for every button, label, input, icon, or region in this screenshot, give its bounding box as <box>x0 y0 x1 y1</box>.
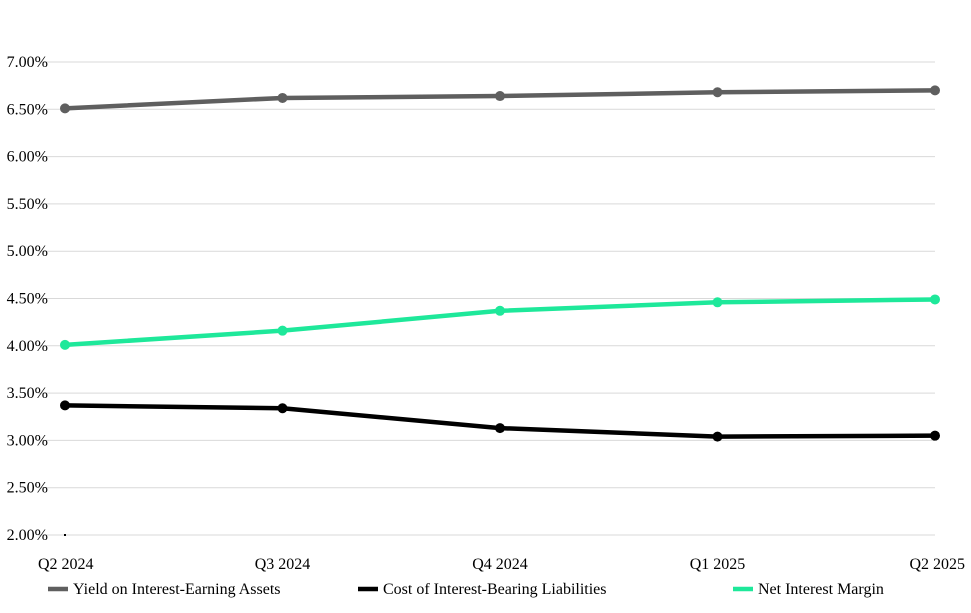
data-point <box>495 423 505 434</box>
data-point <box>712 87 723 98</box>
data-point <box>277 325 288 336</box>
x-tick-label: Q4 2024 <box>472 556 528 573</box>
x-tick-label: Q1 2025 <box>690 556 746 573</box>
legend-label: Cost of Interest-Bearing Liabilities <box>383 581 607 598</box>
y-tick-label: 2.00% <box>7 527 48 544</box>
y-tick-label: 5.50% <box>7 196 48 213</box>
legend-label: Yield on Interest-Earning Assets <box>73 581 281 598</box>
y-tick-label: 2.50% <box>7 480 48 497</box>
x-axis: Q2 2024 Q3 2024 Q4 2024 Q1 2025 Q2 2025 <box>38 534 965 573</box>
y-tick-label: 6.50% <box>7 101 48 118</box>
x-tick-label: Q2 2025 <box>909 556 965 573</box>
data-point <box>60 400 70 411</box>
y-tick-label: 6.00% <box>7 149 48 166</box>
data-point <box>60 103 70 114</box>
legend: Yield on Interest-Earning Assets Cost of … <box>48 581 884 598</box>
gridlines <box>38 61 935 536</box>
data-point <box>930 430 940 441</box>
y-tick-label: 5.00% <box>7 243 48 260</box>
data-point <box>930 294 940 305</box>
x-tick-label: Q3 2024 <box>255 556 311 573</box>
origin-tick <box>64 534 66 536</box>
y-tick-label: 4.00% <box>7 338 48 355</box>
data-point <box>277 403 288 414</box>
data-point <box>495 305 505 316</box>
legend-label: Net Interest Margin <box>758 581 884 598</box>
y-tick-label: 4.50% <box>7 291 48 308</box>
x-tick-label: Q2 2024 <box>38 556 94 573</box>
data-point <box>712 297 723 308</box>
data-point <box>495 91 505 102</box>
y-tick-label: 3.50% <box>7 385 48 402</box>
y-tick-label: 7.00% <box>7 54 48 71</box>
data-point <box>60 339 70 350</box>
data-point <box>712 431 723 442</box>
data-point <box>277 92 288 103</box>
data-point <box>930 85 940 96</box>
y-axis: 2.00% 2.50% 3.00% 3.50% 4.00% 4.50% 5.00% 5.50%… <box>7 54 48 544</box>
series-group <box>60 85 940 442</box>
y-tick-label: 3.00% <box>7 432 48 449</box>
